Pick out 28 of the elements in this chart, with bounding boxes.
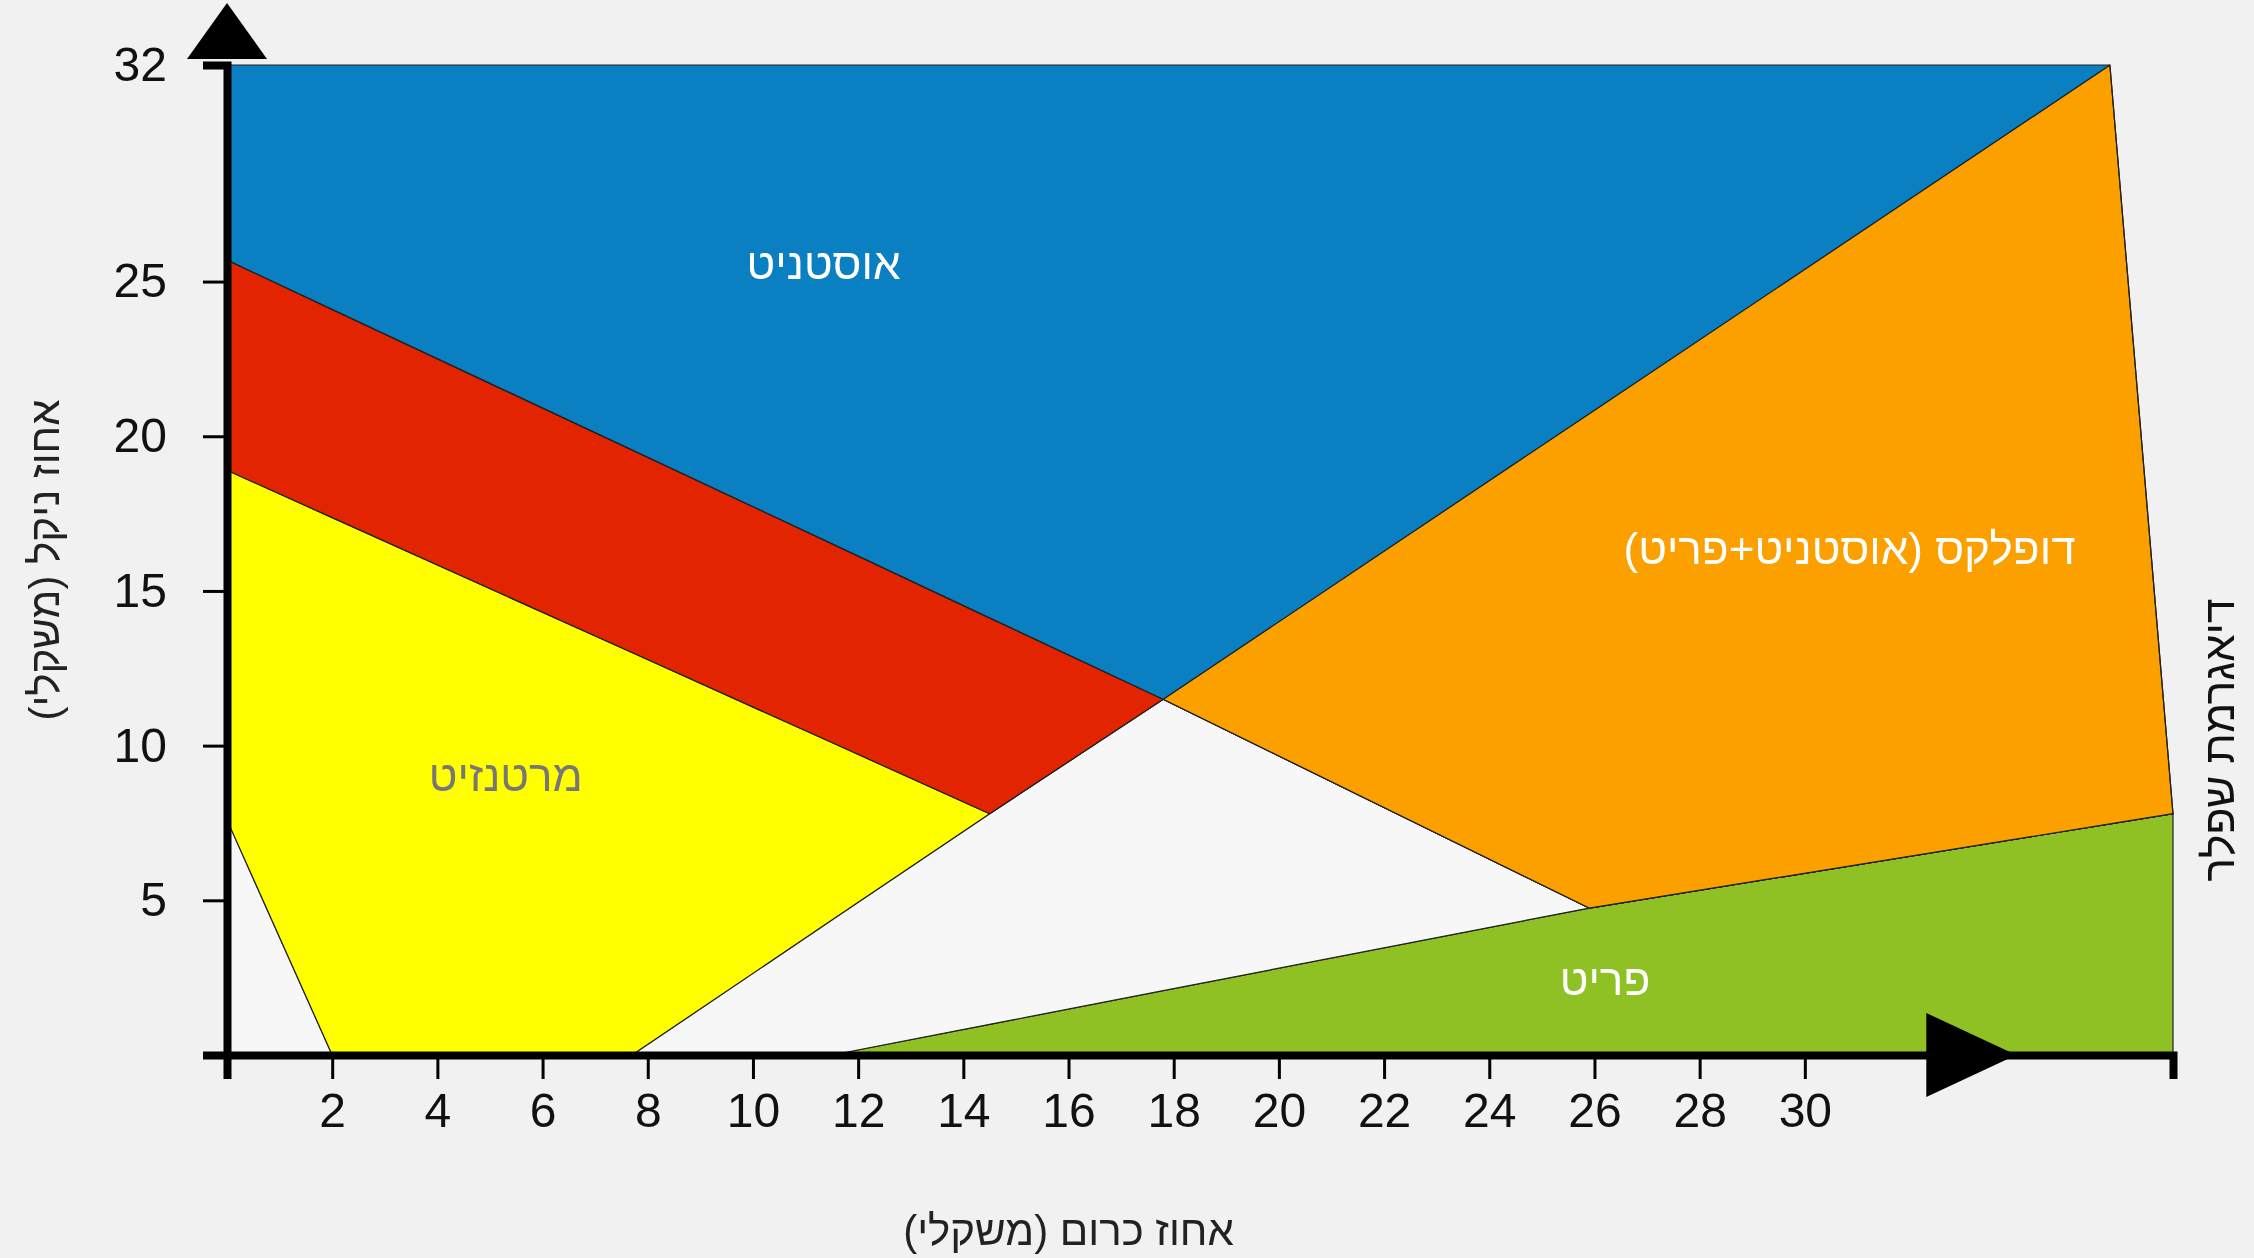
x-tick-label: 24 — [1463, 1084, 1517, 1138]
y-axis-title: אחוז ניקל (משקלי) — [21, 399, 69, 721]
x-tick-label: 14 — [937, 1084, 991, 1138]
x-tick-label: 16 — [1042, 1084, 1096, 1138]
x-tick-label: 10 — [726, 1084, 781, 1138]
y-tick-label: 15 — [113, 563, 167, 617]
series-label: מרטנזיט — [428, 750, 583, 800]
y-tick-label: 10 — [113, 718, 167, 772]
x-tick-label: 20 — [1252, 1084, 1307, 1138]
x-tick-label: 12 — [831, 1084, 886, 1138]
text: דיאגרמת שפלר — [2193, 598, 2243, 882]
x-tick-label: 4 — [424, 1084, 452, 1138]
y-tick-label: 5 — [140, 873, 167, 927]
x-tick-label: 30 — [1778, 1084, 1833, 1138]
y-tick-label: 25 — [113, 254, 167, 308]
x-axis-title: אחוז כרום (משקלי) — [903, 1207, 1234, 1254]
x-tick-label: 8 — [634, 1084, 662, 1138]
x-tick-label: 28 — [1673, 1084, 1727, 1138]
x-tick-label: 26 — [1568, 1084, 1622, 1138]
series-label: פריט — [1559, 955, 1651, 1005]
x-tick-label: 2 — [319, 1084, 347, 1138]
x-tick-label: 22 — [1357, 1084, 1412, 1138]
y-tick-label: 20 — [113, 409, 167, 463]
series-label: דופלקס (אוסטניט+פריט) — [1623, 524, 2076, 574]
x-tick-label: 18 — [1147, 1084, 1201, 1138]
x-tick-label: 6 — [529, 1084, 557, 1138]
y-tick-label: 32 — [113, 37, 167, 91]
series-label: אוסטניט — [746, 239, 901, 289]
